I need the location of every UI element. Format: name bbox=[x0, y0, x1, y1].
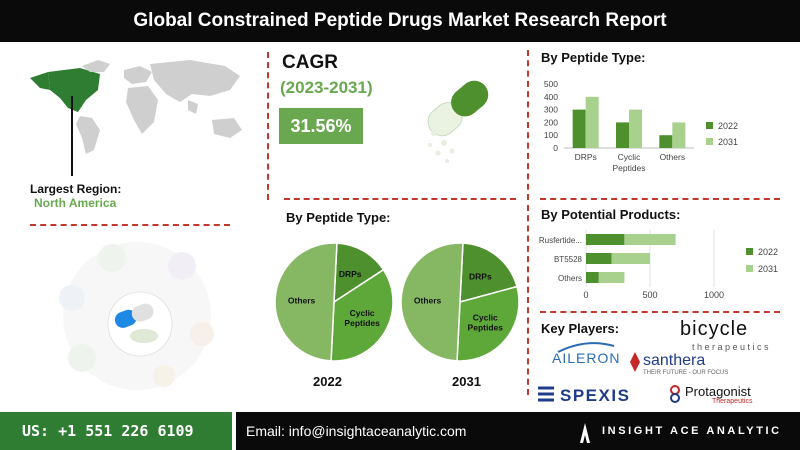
pie-slice-label: Cyclic bbox=[473, 312, 498, 322]
cagr-value: 31.56% bbox=[279, 108, 363, 144]
player-protagonist-subtitle: Therapeutics bbox=[712, 398, 753, 405]
protagonist-mark-icon bbox=[670, 385, 680, 403]
bar-products-title: By Potential Products: bbox=[541, 207, 681, 222]
y-tick-label: 500 bbox=[544, 79, 558, 89]
player-bicycle-logo: bicycle bbox=[680, 318, 749, 340]
bar-peptide-type-title: By Peptide Type: bbox=[541, 50, 646, 65]
player-santhera-tagline: THEIR FUTURE - OUR FOCUS bbox=[643, 370, 729, 376]
y-tick-label: 200 bbox=[544, 117, 558, 127]
y-tick-label: Rusfertide... bbox=[539, 236, 582, 245]
footer-email: Email: info@insightaceanalytic.com bbox=[236, 412, 566, 450]
pie-slice bbox=[459, 242, 518, 303]
legend-swatch bbox=[706, 138, 713, 145]
legend-swatch bbox=[706, 122, 713, 129]
pie-slice bbox=[333, 242, 385, 304]
bar-2022 bbox=[586, 234, 625, 245]
pie-2022-label: 2022 bbox=[313, 374, 342, 389]
pie-slice bbox=[400, 242, 464, 362]
x-tick-label: Others bbox=[660, 152, 686, 162]
pie-section-title: By Peptide Type: bbox=[286, 210, 391, 225]
x-tick-label: 500 bbox=[642, 290, 657, 300]
footer-phone: US: +1 551 226 6109 bbox=[0, 412, 232, 450]
capsule-icon bbox=[427, 80, 489, 163]
world-map-icon bbox=[30, 60, 242, 154]
region-pointer-line bbox=[71, 96, 73, 176]
largest-region-label: Largest Region: bbox=[30, 182, 122, 196]
player-spexis-logo: SPEXIS bbox=[560, 386, 631, 405]
x-tick-label: 1000 bbox=[704, 290, 724, 300]
cagr-label: CAGR bbox=[282, 52, 338, 73]
bar-2031 bbox=[624, 234, 676, 245]
y-tick-label: 0 bbox=[553, 143, 558, 153]
pie-slice-label: Cyclic bbox=[350, 308, 375, 318]
legend-swatch bbox=[746, 248, 753, 255]
brand-name: INSIGHT ACE ANALYTIC bbox=[602, 425, 782, 437]
player-protagonist-logo: Protagonist bbox=[685, 384, 751, 399]
bar-2031 bbox=[672, 122, 686, 148]
x-tick-label: DRPs bbox=[575, 152, 597, 162]
santhera-mark-icon bbox=[630, 352, 640, 372]
bar-2031 bbox=[585, 96, 599, 148]
pie-slice-label: DRPs bbox=[469, 272, 492, 282]
bar-2031 bbox=[629, 109, 642, 148]
y-tick-label: BT5528 bbox=[554, 255, 583, 264]
key-players-title: Key Players: bbox=[541, 321, 620, 336]
aileron-swoosh-icon bbox=[557, 342, 615, 353]
y-tick-label: 100 bbox=[544, 130, 558, 140]
legend-label: 2022 bbox=[758, 247, 778, 257]
bar-chart-potential-products: 0 500 1000 Rusfertide... BT5528 Others 2022 203… bbox=[539, 230, 778, 300]
divider-right-horizontal-lower bbox=[540, 311, 780, 313]
player-bicycle-subtitle: therapeutics bbox=[692, 342, 772, 352]
divider-right-vertical bbox=[527, 50, 529, 200]
divider-right-vertical-lower bbox=[527, 205, 529, 395]
pie-slice bbox=[456, 285, 520, 362]
pie-slice-label: Others bbox=[414, 295, 442, 305]
page-title: Global Constrained Peptide Drugs Market … bbox=[0, 0, 800, 42]
cagr-period: (2023-2031) bbox=[280, 78, 373, 97]
y-tick-label: 300 bbox=[544, 105, 558, 115]
y-tick-label: 400 bbox=[544, 92, 558, 102]
bar-2022 bbox=[616, 122, 629, 148]
x-tick-label: 0 bbox=[583, 290, 588, 300]
brand-logo-icon bbox=[580, 421, 590, 443]
product-illustration-icon bbox=[59, 242, 214, 390]
divider-left-horizontal bbox=[30, 224, 230, 226]
x-tick-label: Peptides bbox=[612, 163, 645, 173]
divider-right-horizontal bbox=[540, 198, 780, 200]
divider-mid-horizontal bbox=[284, 198, 516, 200]
pie-slice-label: DRPs bbox=[339, 269, 362, 279]
pie-slice-label: Peptides bbox=[468, 322, 504, 332]
spexis-mark-icon bbox=[538, 386, 554, 402]
bar-2022 bbox=[659, 135, 673, 148]
bar-2031 bbox=[611, 253, 650, 264]
pie-2031-label: 2031 bbox=[452, 374, 481, 389]
y-tick-label: Others bbox=[558, 274, 582, 283]
bar-2022 bbox=[586, 253, 612, 264]
pie-slice bbox=[274, 242, 338, 362]
bar-2022 bbox=[572, 109, 586, 148]
largest-region-value: North America bbox=[34, 196, 117, 210]
bar-2031 bbox=[598, 272, 625, 283]
divider-left-vertical bbox=[267, 52, 269, 200]
pie-slice-label: Peptides bbox=[344, 318, 380, 328]
legend-label: 2031 bbox=[758, 264, 778, 274]
pie-slice bbox=[330, 268, 394, 362]
bar-2022 bbox=[586, 272, 599, 283]
footer-brand: INSIGHT ACE ANALYTIC bbox=[566, 412, 800, 450]
player-santhera-logo: santhera bbox=[643, 352, 706, 369]
pie-slice-label: Others bbox=[288, 295, 316, 305]
player-aileron-logo: AILERON bbox=[552, 350, 621, 366]
legend-label: 2022 bbox=[718, 121, 738, 131]
legend-swatch bbox=[746, 265, 753, 272]
legend-label: 2031 bbox=[718, 137, 738, 147]
x-tick-label: Cyclic bbox=[618, 152, 641, 162]
